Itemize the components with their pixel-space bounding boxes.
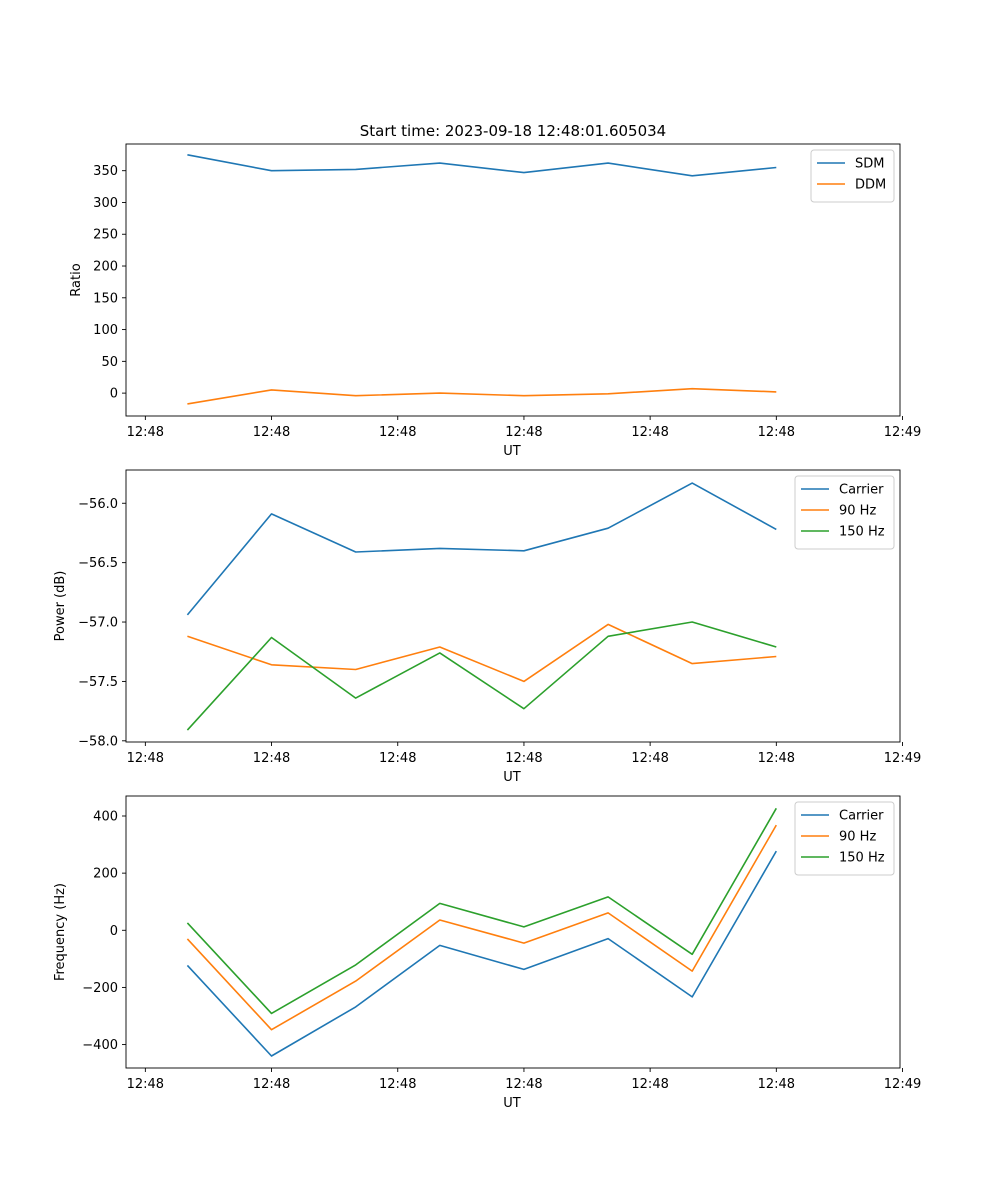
chart-2: 12:48 12:48 12:48 12:48 12:48 12:48 12:49 −58.0… [53,469,921,785]
y-tick-label: 250 [93,228,118,243]
x-tick-label: 12:48 [758,1077,795,1092]
axes-frame [125,469,901,743]
y-tick-label: −56.0 [78,497,118,512]
axes-frame [125,795,901,1069]
y-tick-label: 150 [93,291,118,306]
y-axis-label: Ratio [69,263,84,296]
y-tick-label: −56.5 [78,556,118,571]
y-tick-label: −58.0 [78,734,118,749]
legend-label: 150 Hz [839,851,885,866]
x-axis-label: UT [503,1096,521,1111]
series-line-90-hz [186,824,777,1031]
y-tick-label: 400 [93,810,118,825]
y-tick-label: 200 [93,867,118,882]
x-tick-label: 12:48 [127,425,164,440]
legend-label: DDM [855,178,886,193]
legend-label: 150 Hz [839,525,885,540]
y-tick-label: 350 [93,164,118,179]
legend-label: 90 Hz [839,830,876,845]
x-tick-label: 12:49 [884,425,921,440]
x-tick-label: 12:49 [884,751,921,766]
legend-label: Carrier [839,809,884,824]
x-tick-label: 12:48 [631,425,668,440]
x-tick-label: 12:48 [253,425,290,440]
y-axis-label: Frequency (Hz) [53,883,68,981]
y-tick-label: −57.0 [78,616,118,631]
y-tick-label: 200 [93,260,118,275]
y-tick-label: −200 [82,981,118,996]
series-line-carrier [186,482,777,616]
x-tick-label: 12:48 [631,1077,668,1092]
series-line-150-hz [186,807,777,1015]
figure-title: Start time: 2023-09-18 12:48:01.605034 [360,122,666,140]
y-tick-label: 300 [93,196,118,211]
x-tick-label: 12:48 [505,425,542,440]
legend: Carrier 90 Hz 150 Hz [794,475,895,550]
axes-frame [125,143,901,417]
series-line-carrier [186,850,777,1057]
x-tick-label: 12:48 [127,1077,164,1092]
x-tick-label: 12:48 [379,751,416,766]
legend-label: 90 Hz [839,504,876,519]
y-tick-label: 0 [110,387,118,402]
y-axis-label: Power (dB) [53,571,68,642]
y-tick-label: −57.5 [78,675,118,690]
chart-3: 12:48 12:48 12:48 12:48 12:48 12:48 12:49 −400 −… [53,795,921,1111]
x-tick-label: 12:48 [505,1077,542,1092]
x-tick-label: 12:48 [379,425,416,440]
y-tick-label: 100 [93,323,118,338]
x-tick-label: 12:48 [127,751,164,766]
x-axis-label: UT [503,770,521,785]
x-axis-label: UT [503,444,521,459]
x-tick-label: 12:48 [253,1077,290,1092]
x-tick-label: 12:48 [505,751,542,766]
x-tick-label: 12:48 [758,751,795,766]
chart-1: 12:48 12:48 12:48 12:48 12:48 12:48 12:49 0 50 10… [69,143,921,459]
legend-label: SDM [855,157,884,172]
x-tick-label: 12:48 [379,1077,416,1092]
x-tick-label: 12:49 [884,1077,921,1092]
series-line-ddm [187,387,777,405]
x-tick-label: 12:48 [253,751,290,766]
y-tick-label: 50 [101,355,118,370]
series-line-90-hz [187,623,777,683]
legend: SDM DDM [810,149,895,203]
x-tick-label: 12:48 [758,425,795,440]
series-line-150-hz [186,621,777,731]
series-line-sdm [187,154,777,177]
legend-label: Carrier [839,483,884,498]
y-tick-label: −400 [82,1038,118,1053]
legend: Carrier 90 Hz 150 Hz [794,801,895,876]
y-tick-label: 0 [110,924,118,939]
x-tick-label: 12:48 [631,751,668,766]
